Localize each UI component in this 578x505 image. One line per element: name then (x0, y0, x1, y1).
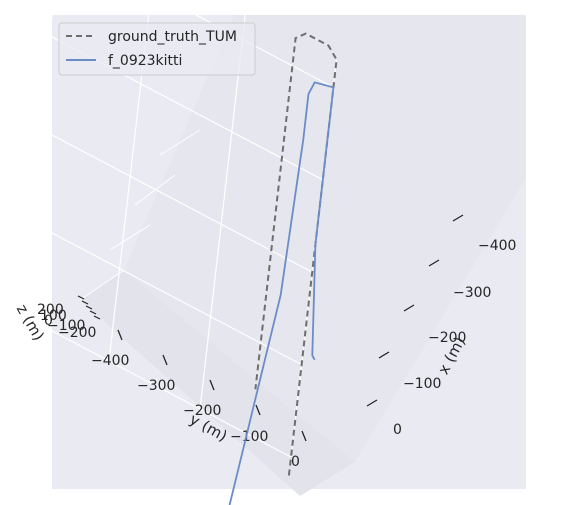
z-tick-label: 200 (37, 302, 64, 318)
x-tick-label: −400 (478, 238, 516, 254)
grid-line (0, 8, 324, 181)
y-tick-mark (301, 430, 307, 442)
series-line-ground-truth (254, 32, 338, 476)
grid-line (0, 106, 313, 273)
grid-line (17, 0, 55, 314)
y-tick-label: 0 (291, 454, 300, 470)
x-tick-label: 0 (393, 422, 402, 438)
x-tick-mark (403, 304, 415, 312)
pane-side (80, 270, 355, 496)
grid-line (159, 129, 201, 156)
legend-label-ground-truth: ground_truth_TUM (108, 29, 237, 45)
grid-line (199, 11, 247, 410)
series-line-estimate (228, 81, 335, 505)
grid-line (166, 0, 334, 88)
grid-line (134, 174, 176, 206)
y-tick-label: −100 (230, 429, 268, 445)
pane-floor (124, 15, 526, 462)
grid-line (109, 224, 151, 251)
y-tick-mark (255, 404, 261, 416)
y-tick-mark (162, 354, 168, 366)
y-tick-label: −400 (91, 353, 129, 369)
x-tick-label: −300 (453, 285, 491, 301)
grid-line (0, 302, 292, 458)
pane-group (80, 15, 526, 496)
y-tick-mark (209, 379, 215, 391)
legend-box (58, 22, 256, 76)
z-tick-label: 0 (44, 313, 53, 329)
y-tick-label: −200 (183, 403, 221, 419)
z-tick-mark (93, 315, 101, 320)
z-tick-label: 100 (40, 308, 67, 324)
grid-line (79, 269, 125, 301)
x-tick-mark (452, 214, 464, 222)
z-tick-label: −200 (58, 325, 96, 341)
grid-lines (0, 0, 338, 458)
z-tick-mark (85, 305, 93, 310)
y-tick-labels: −400 −300 −200 −100 0 (91, 353, 300, 470)
series-group (228, 32, 338, 505)
x-tick-mark (428, 259, 440, 267)
grid-line (0, 204, 302, 366)
z-tick-labels: 200 100 0 −100 −200 (37, 302, 96, 341)
tick-marks (77, 214, 464, 442)
y-tick-mark (117, 329, 123, 341)
x-tick-mark (366, 399, 378, 407)
z-tick-mark (81, 300, 89, 305)
x-tick-labels: −400 −300 −200 −100 0 (393, 238, 516, 438)
x-tick-label: −200 (428, 330, 466, 346)
y-tick-label: −300 (137, 378, 175, 394)
x-tick-mark (378, 351, 390, 359)
z-tick-mark (77, 295, 85, 300)
x-tick-label: −100 (403, 376, 441, 392)
legend: ground_truth_TUM f_0923kitti (58, 22, 256, 76)
z-tick-label: −100 (47, 318, 85, 334)
legend-label-estimate: f_0923kitti (108, 53, 182, 69)
z-tick-mark (89, 310, 97, 315)
